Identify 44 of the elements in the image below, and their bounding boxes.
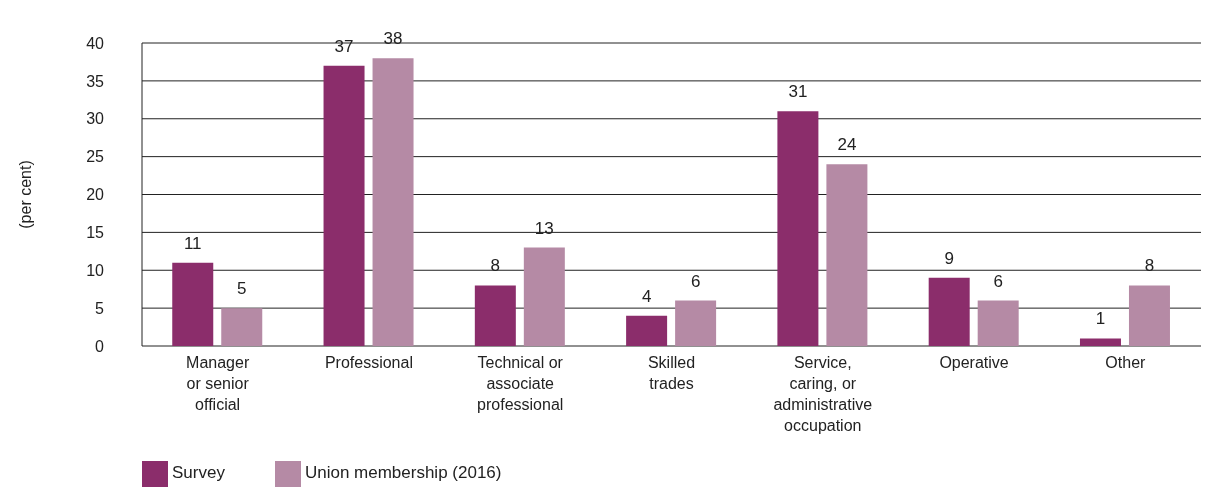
- x-tick-label: Manager or senior official: [186, 354, 250, 413]
- y-tick-label: 35: [86, 72, 105, 90]
- bar: [928, 277, 970, 346]
- data-label: 37: [334, 36, 354, 56]
- y-axis-title: (per cent): [16, 160, 34, 229]
- x-tick-label: Other: [1105, 354, 1147, 371]
- data-label: 9: [944, 248, 954, 268]
- x-tick-label: Operative: [939, 354, 1009, 371]
- x-tick-label: Skilled trades: [647, 354, 696, 392]
- bar: [1079, 338, 1121, 346]
- bar: [675, 300, 717, 346]
- data-label: 38: [383, 29, 403, 49]
- bar: [523, 247, 565, 346]
- data-label: 5: [237, 279, 247, 299]
- y-tick-label: 15: [86, 224, 105, 242]
- y-tick-label: 20: [86, 186, 105, 204]
- bar: [323, 65, 365, 346]
- bar: [626, 315, 668, 346]
- y-tick-label: 40: [86, 34, 105, 52]
- bar: [1128, 285, 1170, 346]
- data-label: 31: [788, 82, 808, 102]
- x-tick-label: Service, caring, or administrative occupation: [773, 354, 873, 434]
- data-label: 24: [837, 135, 857, 155]
- data-label: 11: [183, 233, 202, 253]
- x-tick-label: Professional: [324, 354, 413, 371]
- bar: [172, 262, 214, 346]
- y-tick-label: 5: [95, 299, 105, 317]
- y-tick-label: 10: [86, 261, 105, 279]
- bar: [221, 308, 263, 346]
- data-label: 1: [1095, 309, 1106, 329]
- data-label: 6: [690, 271, 701, 291]
- bar: [977, 300, 1019, 346]
- y-tick-label: 0: [95, 337, 105, 355]
- data-label: 4: [641, 286, 652, 306]
- legend-label: Union membership (2016): [304, 463, 502, 483]
- bar: [372, 58, 414, 346]
- legend-label: Survey: [172, 463, 225, 483]
- y-tick-label: 30: [86, 110, 105, 128]
- bar: [826, 164, 868, 346]
- data-label: 6: [993, 271, 1003, 291]
- x-tick-label: Technical or associate professional: [477, 354, 564, 413]
- bar: [777, 111, 819, 346]
- y-tick-label: 25: [86, 148, 105, 166]
- bar: [474, 285, 516, 346]
